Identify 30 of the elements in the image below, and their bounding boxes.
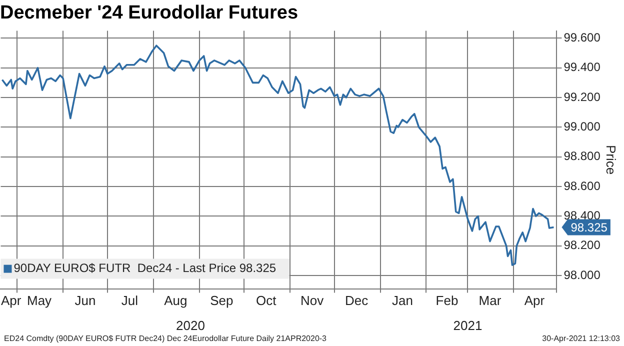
y-tick-label: 98.400 [564,208,601,222]
legend-label: 90DAY EURO$ FUTR Dec24 - Last Price 98.325 [14,261,276,276]
x-tick-label: Dec [344,293,369,308]
text: 30-Apr-2021 12:13:03 [542,334,620,343]
y-tick-label: 98.600 [564,178,601,193]
y-tick-label: 99.400 [564,60,601,74]
x-tick-label: Feb [436,293,458,308]
y-tick-label: 98.200 [564,238,601,252]
y-tick-label: 99.000 [564,119,601,134]
y-axis-title: Price [604,144,619,175]
annotation: 98.325 [570,220,608,235]
x2-tick-label: 2020 [176,318,205,333]
y-tick-label: 99.600 [564,30,601,45]
x-tick-label: May [27,293,52,308]
chart-title: Decmeber '24 Eurodollar Futures [0,2,298,24]
x2-tick-label: 2021 [453,318,482,333]
x-tick-label: Jun [74,293,96,308]
text: ED24 Comdty (90DAY EURO$ FUTR Dec24) Dec 24Eurodollar Future Daily 21APR2020-3 [4,334,327,343]
y-tick-label: 98.800 [564,149,601,164]
x-tick-label: Sep [210,293,234,308]
y-tick-label: 98.000 [564,268,601,282]
x-tick-label: Apr [524,293,546,308]
y-tick-label: 99.200 [564,90,601,104]
x-tick-label: Mar [478,293,502,308]
x-tick-label: Jan [392,293,413,308]
x-tick-label: Aug [164,293,188,308]
x-tick-label: Oct [256,293,277,308]
x-tick-label: Nov [300,293,324,308]
x-tick-label: Jul [121,293,138,308]
x-tick-label: Apr [1,293,22,308]
